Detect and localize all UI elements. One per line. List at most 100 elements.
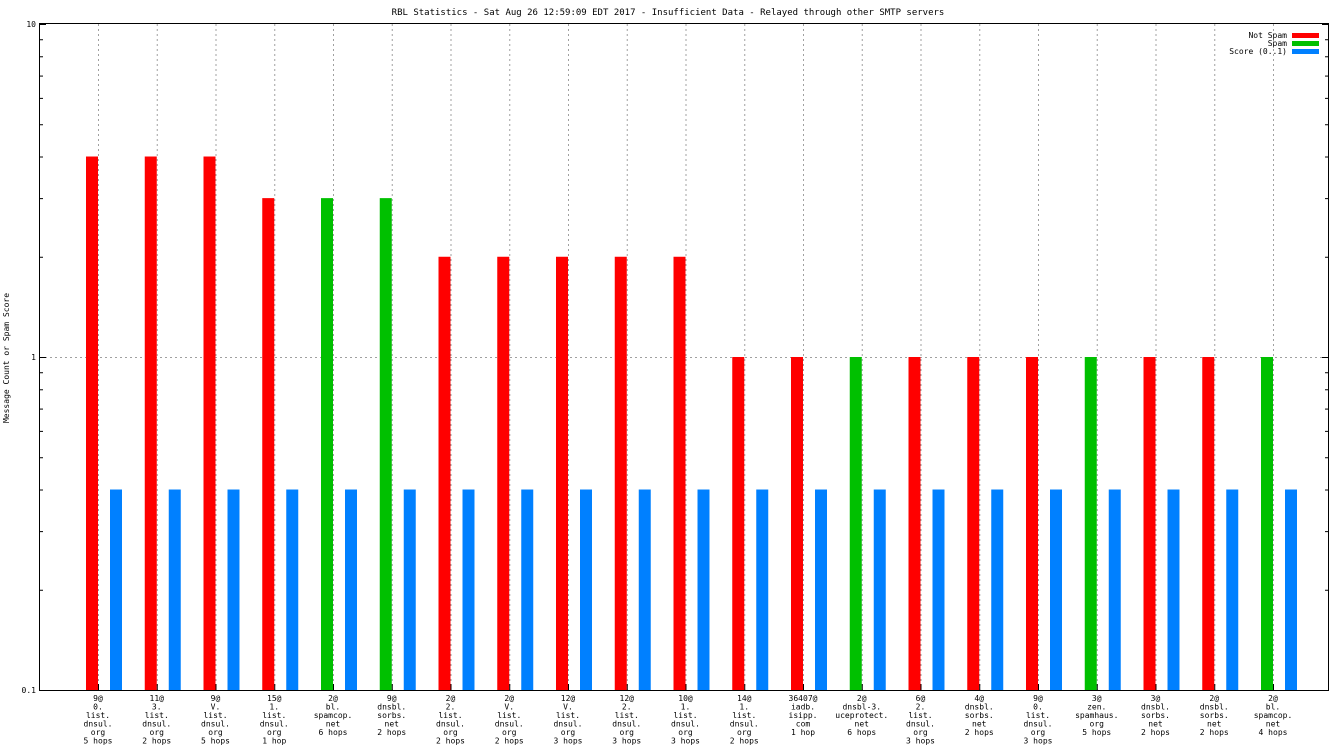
- x-tick-label: org: [561, 728, 576, 737]
- x-tick-label: dnsul.: [671, 720, 700, 729]
- x-tick-label: org: [150, 728, 165, 737]
- x-tick-label: 4 hops: [1259, 728, 1288, 737]
- x-tick-label: 2.: [916, 703, 926, 712]
- bar-score-0-1: [345, 489, 357, 690]
- x-tick-label: org: [443, 728, 458, 737]
- x-tick-label: net: [385, 720, 400, 729]
- x-tick-label: dnsul.: [201, 720, 230, 729]
- x-tick-label: dnsul.: [84, 720, 113, 729]
- bar-score-0-1: [873, 489, 886, 690]
- x-tick-label: iadb.: [791, 703, 815, 712]
- x-tick-label: 5 hops: [1082, 728, 1111, 737]
- bar-score-0-1: [286, 489, 299, 690]
- x-tick-label: 1.: [269, 703, 279, 712]
- x-tick-label: org: [678, 728, 693, 737]
- bar-spam: [1084, 357, 1097, 690]
- x-tick-label: 2 hops: [436, 737, 465, 746]
- bar-score-0-1: [697, 489, 710, 690]
- x-tick-label: 3 hops: [906, 737, 935, 746]
- x-tick-label: V.: [504, 703, 514, 712]
- x-tick-label: 2 hops: [965, 728, 994, 737]
- x-tick-label: 2@: [1209, 694, 1219, 703]
- x-tick-label: 3.: [152, 703, 162, 712]
- y-tick-label: 1: [31, 353, 36, 362]
- x-tick-label: org: [1090, 720, 1105, 729]
- legend-label: Spam: [1268, 39, 1287, 48]
- x-tick-label: 6 hops: [319, 728, 348, 737]
- bar-score-0-1: [462, 489, 475, 690]
- bar-score-0-1: [403, 489, 416, 690]
- x-tick-label: bl.: [326, 703, 340, 712]
- x-tick-label: sorbs.: [965, 711, 994, 720]
- x-tick-label: 0.: [93, 703, 103, 712]
- x-tick-label: list.: [615, 711, 639, 720]
- bar-score-0-1: [1108, 489, 1121, 690]
- bars: [86, 156, 1297, 690]
- bar-not-spam: [497, 256, 510, 690]
- x-tick-label: 3 hops: [554, 737, 583, 746]
- bar-not-spam: [203, 156, 216, 690]
- x-tick-label: 5 hops: [84, 737, 113, 746]
- x-tick-label: 10@: [678, 694, 693, 703]
- x-tick-label: dnsbl.: [1200, 703, 1229, 712]
- x-tick-label: uceprotect.: [835, 711, 888, 720]
- x-tick-label: org: [502, 728, 517, 737]
- x-tick-label: org: [1031, 728, 1046, 737]
- x-tick-label: 1 hop: [791, 728, 815, 737]
- x-tick-label: isipp.: [789, 711, 818, 720]
- x-tick-label: list.: [438, 711, 462, 720]
- x-tick-label: 0.: [1033, 703, 1043, 712]
- x-tick-label: net: [972, 720, 987, 729]
- y-axis-ticks: 10 1 0.1: [22, 20, 1328, 695]
- bar-not-spam: [732, 357, 745, 690]
- x-tick-label: 2 hops: [1200, 728, 1229, 737]
- bar-spam: [379, 198, 392, 690]
- x-tick-label: org: [208, 728, 223, 737]
- bar-not-spam: [1143, 357, 1156, 690]
- x-tick-label: dnsul.: [1024, 720, 1053, 729]
- x-tick-label: spamcop.: [314, 711, 353, 720]
- x-tick-label: spamcop.: [1254, 711, 1293, 720]
- x-tick-label: 3@: [1151, 694, 1161, 703]
- bar-score-0-1: [1285, 489, 1297, 690]
- x-tick-label: 12@: [620, 694, 635, 703]
- bar-score-0-1: [227, 489, 240, 690]
- x-tick-label: 9@: [211, 694, 221, 703]
- x-tick-label: net: [326, 720, 341, 729]
- x-tick-label: 14@: [737, 694, 752, 703]
- x-tick-label: dnsbl.: [1141, 703, 1170, 712]
- bar-not-spam: [438, 256, 451, 690]
- bar-spam: [1261, 357, 1273, 690]
- bar-score-0-1: [168, 489, 181, 690]
- legend-label: Not Spam: [1248, 31, 1287, 40]
- x-tick-label: list.: [908, 711, 932, 720]
- x-tick-label: 2@: [504, 694, 514, 703]
- x-tick-label: 9@: [387, 694, 397, 703]
- x-tick-label: 15@: [267, 694, 282, 703]
- bar-score-0-1: [1050, 489, 1062, 690]
- bar-score-0-1: [1167, 489, 1180, 690]
- x-tick-label: 2@: [328, 694, 338, 703]
- x-tick-label: sorbs.: [1200, 711, 1229, 720]
- y-axis-label: Message Count or Spam Score: [2, 293, 11, 423]
- x-tick-label: 3@: [1092, 694, 1102, 703]
- bar-not-spam: [1026, 357, 1038, 690]
- x-tick-label: 6@: [916, 694, 926, 703]
- bar-not-spam: [144, 156, 157, 690]
- x-tick-label: 2.: [446, 703, 456, 712]
- x-tick-label: 2 hops: [1141, 728, 1170, 737]
- x-tick-label: org: [737, 728, 752, 737]
- x-tick-label: 9@: [93, 694, 103, 703]
- bar-not-spam: [673, 256, 686, 690]
- bar-not-spam: [614, 256, 627, 690]
- x-tick-label: 1.: [681, 703, 691, 712]
- legend-swatch: [1292, 41, 1319, 46]
- x-tick-label: 2@: [446, 694, 456, 703]
- x-tick-label: list.: [497, 711, 521, 720]
- x-tick-label: list.: [1026, 711, 1050, 720]
- x-tick-label: dnsul.: [142, 720, 171, 729]
- x-tick-label: 12@: [561, 694, 576, 703]
- bar-spam: [321, 198, 333, 690]
